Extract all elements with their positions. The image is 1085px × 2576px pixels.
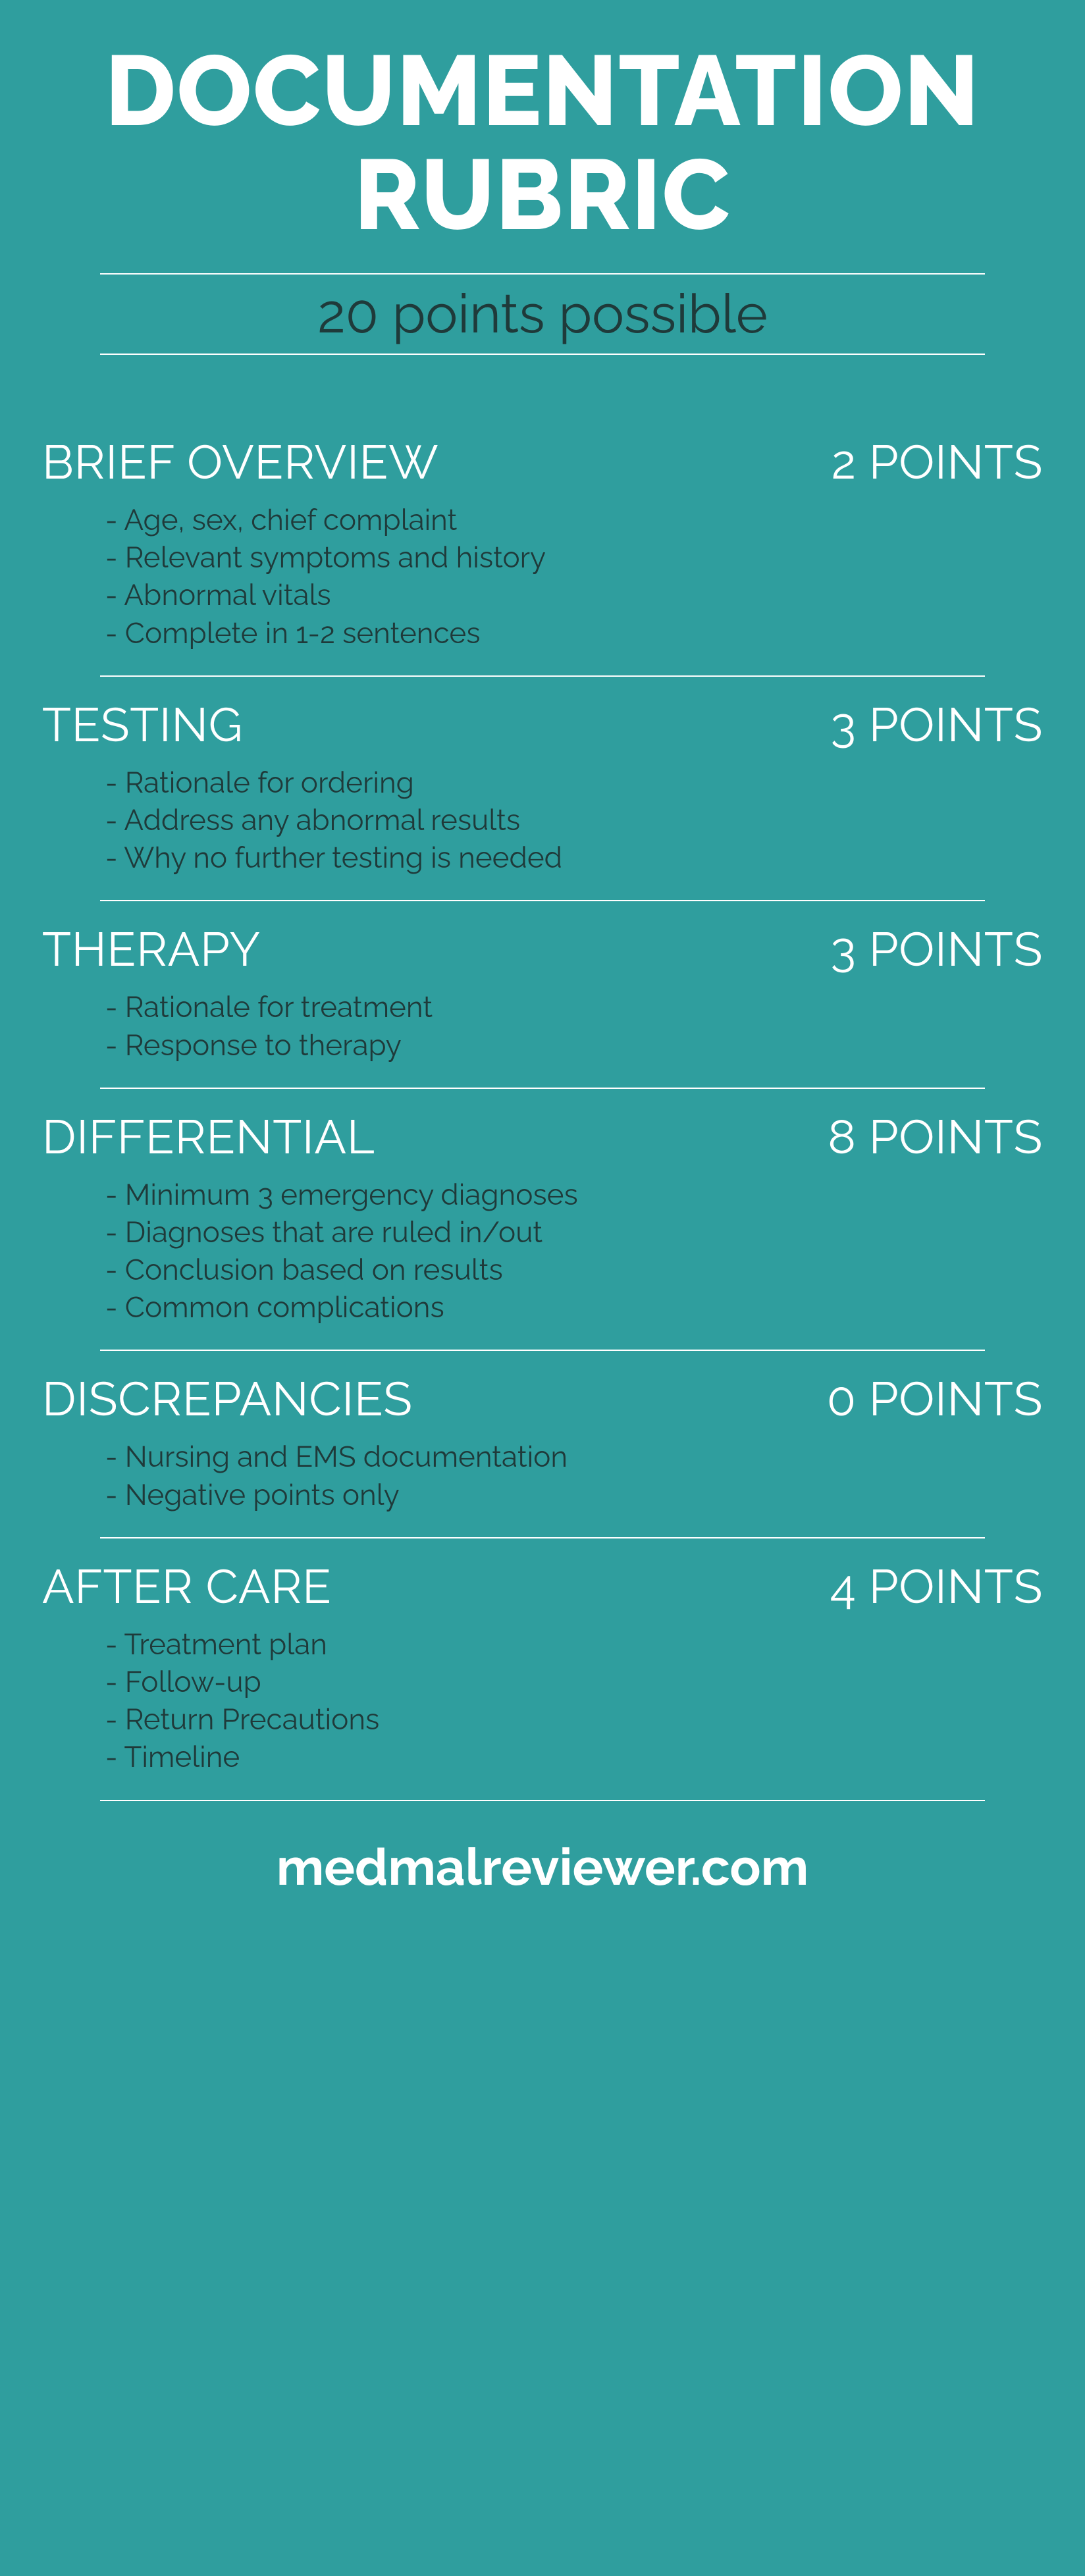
subtitle-container: 20 points possible — [100, 273, 986, 355]
section-item: - Why no further testing is needed — [105, 839, 1045, 877]
rubric-section: DIFFERENTIAL 8 POINTS - Minimum 3 emergenc… — [40, 1109, 1045, 1352]
section-items: - Nursing and EMS documentation- Negativ… — [40, 1438, 1045, 1513]
section-points: 4 POINTS — [830, 1558, 1043, 1614]
section-points: 0 POINTS — [827, 1371, 1043, 1427]
section-divider — [100, 1800, 986, 1801]
rubric-section: TESTING3 POINTS- Rationale for ordering-… — [40, 697, 1045, 902]
section-title: DISCREPANCIES — [42, 1371, 413, 1427]
section-item: - Address any abnormal results — [105, 802, 1045, 839]
section-header: DIFFERENTIAL 8 POINTS — [40, 1109, 1045, 1176]
section-title: DIFFERENTIAL — [42, 1109, 375, 1165]
section-title: TESTING — [42, 697, 243, 752]
section-item: - Timeline — [105, 1739, 1045, 1776]
section-item: - Relevant symptoms and history — [105, 539, 1045, 577]
rubric-section: DISCREPANCIES 0 POINTS - Nursing and EMS d… — [40, 1371, 1045, 1538]
subtitle: 20 points possible — [100, 273, 986, 355]
section-item: - Return Precautions — [105, 1701, 1045, 1739]
section-item: - Treatment plan — [105, 1626, 1045, 1664]
rubric-page: DOCUMENTATION RUBRIC 20 points possible … — [0, 0, 1085, 2576]
section-item: - Age, sex, chief complaint — [105, 502, 1045, 539]
rubric-section: AFTER CARE 4 POINTS - Treatment plan- Foll… — [40, 1558, 1045, 1801]
section-item: - Abnormal vitals — [105, 577, 1045, 614]
section-divider — [100, 1088, 986, 1089]
section-item: - Common complications — [105, 1289, 1045, 1327]
section-items: - Rationale for treatment- Response to t… — [40, 989, 1045, 1064]
section-header: BRIEF OVERVIEW 2 POINTS — [40, 434, 1045, 502]
section-item: - Follow-up — [105, 1664, 1045, 1701]
footer-link: medmalreviewer.com — [40, 1837, 1045, 1897]
section-items: - Treatment plan- Follow-up- Return Prec… — [40, 1626, 1045, 1777]
section-header: TESTING 3 POINTS — [40, 697, 1045, 764]
rubric-section: BRIEF OVERVIEW 2 POINTS - Age, sex, chief … — [40, 434, 1045, 677]
section-item: - Response to therapy — [105, 1027, 1045, 1065]
section-divider — [100, 1537, 986, 1538]
section-header: THERAPY 3 POINTS — [40, 921, 1045, 989]
page-title: DOCUMENTATION RUBRIC — [40, 39, 1045, 247]
section-header: AFTER CARE 4 POINTS — [40, 1558, 1045, 1626]
section-items: - Rationale for ordering- Address any ab… — [40, 764, 1045, 878]
section-header: DISCREPANCIES 0 POINTS — [40, 1371, 1045, 1438]
section-items: - Age, sex, chief complaint- Relevant sy… — [40, 502, 1045, 652]
section-divider — [100, 1350, 986, 1351]
section-items: - Minimum 3 emergency diagnoses- Diagnos… — [40, 1176, 1045, 1327]
section-item: - Complete in 1-2 sentences — [105, 615, 1045, 652]
section-item: - Rationale for treatment — [105, 989, 1045, 1026]
section-points: 3 POINTS — [831, 921, 1044, 977]
section-item: - Negative points only — [105, 1477, 1045, 1514]
rubric-section: THERAPY 3 POINTS - Rationale for treatment… — [40, 921, 1045, 1088]
section-title: BRIEF OVERVIEW — [42, 434, 438, 490]
section-points: 8 POINTS — [828, 1109, 1043, 1165]
section-divider — [100, 675, 986, 677]
section-title: THERAPY — [42, 921, 261, 977]
section-points: 3 POINTS — [831, 697, 1044, 752]
section-points: 2 POINTS — [831, 434, 1043, 490]
section-item: - Diagnoses that are ruled in/out — [105, 1214, 1045, 1251]
section-item: - Nursing and EMS documentation — [105, 1438, 1045, 1476]
section-item: - Minimum 3 emergency diagnoses — [105, 1176, 1045, 1214]
section-item: - Conclusion based on results — [105, 1251, 1045, 1289]
section-title: AFTER CARE — [42, 1558, 332, 1614]
section-item: - Rationale for ordering — [105, 764, 1045, 802]
section-divider — [100, 900, 986, 901]
sections-container: BRIEF OVERVIEW 2 POINTS - Age, sex, chief … — [40, 434, 1045, 1801]
